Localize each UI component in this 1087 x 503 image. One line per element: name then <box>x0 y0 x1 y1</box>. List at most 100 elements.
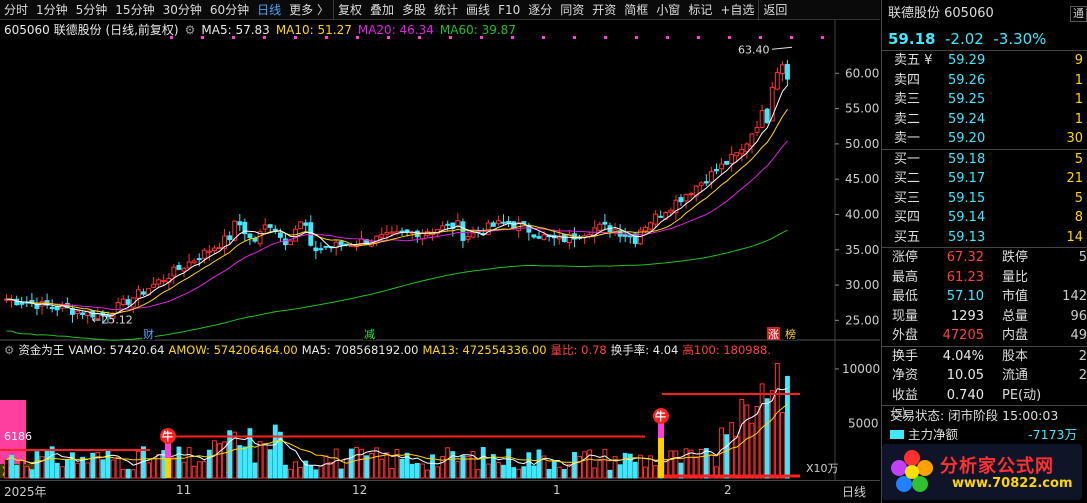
volume-bar <box>242 446 248 479</box>
bids-row: 买二 59.17 21 <box>882 169 1087 189</box>
candle-body <box>501 221 506 224</box>
toolbar-item-0[interactable]: 分时 <box>4 2 29 17</box>
volume-bar <box>29 469 35 479</box>
kline-chart-area[interactable]: 60.00 55.00 50.00 45.00 40.00 35.00 30.00 25.00… <box>0 20 880 480</box>
high-arrow <box>771 46 793 50</box>
volume-bar <box>764 398 770 479</box>
volume-bar <box>130 469 136 479</box>
candle-body <box>54 306 60 311</box>
toolbar-item-3[interactable]: 15分钟 <box>115 2 155 17</box>
volume-bar <box>369 452 375 479</box>
candle-body <box>779 64 785 75</box>
settings-gear-icon[interactable]: ⚙ <box>184 23 196 37</box>
toolbar-item-7[interactable]: 更多 〉 <box>289 2 329 17</box>
volume-bar <box>384 452 390 479</box>
asks-price: 59.25 <box>948 92 986 107</box>
marker-zhang-bg <box>767 327 780 340</box>
volume-bar <box>374 447 380 479</box>
toolbar-item-9[interactable]: 叠加 <box>370 2 395 17</box>
volume-bar <box>146 462 151 479</box>
volume-bar <box>252 462 258 479</box>
time-axis: 2025年 11 12 1 2 日线 <box>0 480 880 503</box>
candle-body <box>561 234 567 243</box>
candle-body <box>602 221 608 225</box>
volume-bar <box>480 447 486 479</box>
volume-bar <box>759 383 765 479</box>
volume-bar <box>546 468 552 479</box>
candle-body <box>348 244 354 248</box>
toolbar-item-1[interactable]: 1分钟 <box>36 2 68 17</box>
sub-settings-gear-icon[interactable]: ⚙ <box>4 343 15 357</box>
stat-row: 最低 57.10 市值 142 <box>882 287 1087 307</box>
toolbar-item-4[interactable]: 30分钟 <box>162 2 202 17</box>
signal-dot <box>666 36 669 39</box>
stat-key: 最低 <box>892 289 919 304</box>
volume-bar <box>541 455 547 479</box>
bull-signal-1-top <box>165 442 171 458</box>
volume-bar <box>343 458 349 479</box>
candle-body <box>283 238 288 246</box>
volume-bar <box>506 448 511 479</box>
toolbar-item-15[interactable]: 同资 <box>560 2 585 17</box>
candle-body <box>171 266 177 277</box>
candle-body <box>333 241 339 249</box>
price-axis-label: 35.00 <box>845 243 879 257</box>
toolbar-item-12[interactable]: 画线 <box>466 2 491 17</box>
volume-bar <box>49 446 55 479</box>
toolbar-item-13[interactable]: F10 <box>498 2 521 17</box>
toolbar-item-17[interactable]: 简框 <box>624 2 649 17</box>
volume-bar <box>217 443 222 479</box>
stat-value: 57.10 <box>946 289 984 304</box>
main-chart-legend: 605060 联德股份 (日线,前复权) ⚙ MA5: 57.83 MA10: … <box>4 22 516 38</box>
asks-volume: 1 <box>1074 111 1083 127</box>
volume-bar <box>85 462 91 479</box>
asks-price: 59.20 <box>948 131 986 146</box>
candle-body <box>75 310 80 314</box>
indicator-name[interactable]: 资金为王 <box>18 343 65 357</box>
toolbar-item-14[interactable]: 逐分 <box>528 2 553 17</box>
toolbar-item-5[interactable]: 60分钟 <box>209 2 250 17</box>
volume-bar <box>313 469 319 479</box>
volume-bar <box>435 466 440 479</box>
toolbar-item-18[interactable]: 小窗 <box>656 2 681 17</box>
volume-bar <box>222 441 228 479</box>
candle-body <box>232 220 238 241</box>
signal-dot <box>356 36 359 39</box>
volume-bar <box>501 464 506 479</box>
marker-cai: 财 <box>143 327 154 341</box>
volume-ma-line <box>6 403 788 464</box>
volume-bar <box>739 398 745 479</box>
period-label[interactable]: 日线 <box>842 485 867 499</box>
volume-bar <box>592 467 598 479</box>
toolbar-item-6[interactable]: 日线 <box>257 2 282 17</box>
toolbar-item-8[interactable]: 复权 <box>332 0 366 20</box>
candle-body <box>668 209 674 213</box>
marker-jian: 减 <box>364 328 375 341</box>
toolbar-item-20[interactable]: +自选 <box>720 2 755 17</box>
candle-body <box>206 250 212 253</box>
marker-bang-bg <box>784 327 797 340</box>
toolbar-item-11[interactable]: 统计 <box>434 2 459 17</box>
volume-bar <box>44 449 50 479</box>
toolbar-item-10[interactable]: 多股 <box>402 2 427 17</box>
volume-bar <box>440 456 446 479</box>
bids-row: 买五 59.13 14 <box>882 228 1087 248</box>
candle-body <box>323 245 329 248</box>
quote-tab[interactable]: 通 <box>1070 6 1087 22</box>
quote-title: 联德股份 605060 通 <box>882 0 1087 28</box>
toolbar-item-2[interactable]: 5分钟 <box>75 2 108 17</box>
signal-dot <box>821 36 824 39</box>
candle-body <box>698 182 704 186</box>
candle-body <box>521 221 527 224</box>
candle-body <box>247 233 253 239</box>
candle-body <box>627 235 633 238</box>
toolbar-item-21[interactable]: 返回 <box>758 0 791 20</box>
stat-key: 外盘 <box>892 328 919 343</box>
candle-body <box>566 233 572 244</box>
volume-bar <box>115 456 121 479</box>
stat-value-2 <box>1034 386 1087 406</box>
toolbar-item-16[interactable]: 开资 <box>592 2 617 17</box>
chart-toolbar: 分时 1分钟 5分钟 15分钟 30分钟 60分钟 日线 更多 〉复权 叠加 多股 统计 画线 F10 逐… <box>0 0 880 20</box>
kline-chart-svg[interactable]: 60.00 55.00 50.00 45.00 40.00 35.00 30.00 25.00… <box>0 20 880 480</box>
toolbar-item-19[interactable]: 标记 <box>688 2 713 17</box>
